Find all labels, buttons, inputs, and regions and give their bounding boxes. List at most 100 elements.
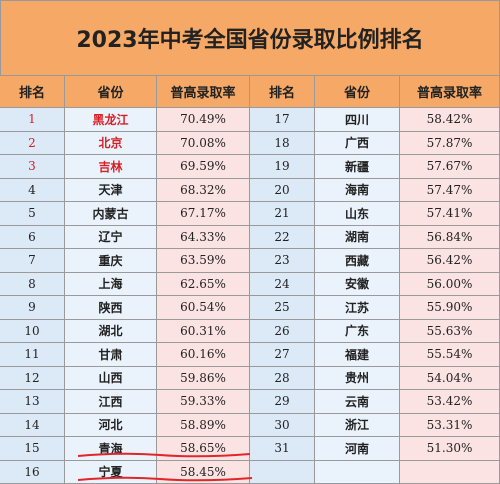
empty-cell: [400, 460, 500, 484]
rank: 13: [0, 390, 65, 414]
title: 2023年中考全国省份录取比例排名: [0, 0, 500, 76]
admission-rate: 60.16%: [157, 343, 250, 367]
rank: 16: [0, 460, 65, 484]
rank: 6: [0, 225, 65, 249]
admission-rate: 60.31%: [157, 319, 250, 343]
admission-rate: 59.86%: [157, 366, 250, 390]
admission-rate: 55.54%: [400, 343, 500, 367]
province: 江西: [65, 390, 157, 414]
admission-rate: 68.32%: [157, 178, 250, 202]
admission-rate: 54.04%: [400, 366, 500, 390]
admission-rate: 70.08%: [157, 131, 250, 155]
province: 江苏: [315, 296, 400, 320]
admission-rate: 60.54%: [157, 296, 250, 320]
province: 河南: [315, 437, 400, 461]
province: 天津: [65, 178, 157, 202]
admission-rate: 58.89%: [157, 413, 250, 437]
admission-rate: 56.00%: [400, 272, 500, 296]
admission-rate: 56.84%: [400, 225, 500, 249]
empty-cell: [315, 460, 400, 484]
rank: 9: [0, 296, 65, 320]
rank: 21: [250, 202, 315, 226]
province: 内蒙古: [65, 202, 157, 226]
province: 海南: [315, 178, 400, 202]
admission-rate: 56.42%: [400, 249, 500, 273]
province: 云南: [315, 390, 400, 414]
admission-rate: 51.30%: [400, 437, 500, 461]
rank: 18: [250, 131, 315, 155]
admission-rate: 57.41%: [400, 202, 500, 226]
admission-rate: 58.42%: [400, 108, 500, 132]
admission-rate: 62.65%: [157, 272, 250, 296]
province: 陕西: [65, 296, 157, 320]
column-header: 排名: [0, 76, 65, 108]
rank: 26: [250, 319, 315, 343]
province: 辽宁: [65, 225, 157, 249]
rank: 11: [0, 343, 65, 367]
province: 广东: [315, 319, 400, 343]
rank: 5: [0, 202, 65, 226]
rank: 22: [250, 225, 315, 249]
admission-rate: 57.47%: [400, 178, 500, 202]
province: 浙江: [315, 413, 400, 437]
province: 吉林: [65, 155, 157, 179]
province: 广西: [315, 131, 400, 155]
rank: 14: [0, 413, 65, 437]
province: 甘肃: [65, 343, 157, 367]
admission-rate: 59.33%: [157, 390, 250, 414]
province: 四川: [315, 108, 400, 132]
province: 新疆: [315, 155, 400, 179]
rank: 29: [250, 390, 315, 414]
rank: 8: [0, 272, 65, 296]
province: 湖南: [315, 225, 400, 249]
rank: 30: [250, 413, 315, 437]
province: 安徽: [315, 272, 400, 296]
rank: 20: [250, 178, 315, 202]
admission-rate: 69.59%: [157, 155, 250, 179]
rank: 24: [250, 272, 315, 296]
province: 湖北: [65, 319, 157, 343]
column-header: 普高录取率: [157, 76, 250, 108]
rank: 2: [0, 131, 65, 155]
province: 贵州: [315, 366, 400, 390]
column-header: 普高录取率: [400, 76, 500, 108]
admission-rate: 70.49%: [157, 108, 250, 132]
rank: 23: [250, 249, 315, 273]
rank: 4: [0, 178, 65, 202]
rank: 28: [250, 366, 315, 390]
rank: 12: [0, 366, 65, 390]
admission-rate: 57.67%: [400, 155, 500, 179]
admission-rate: 55.90%: [400, 296, 500, 320]
province: 山东: [315, 202, 400, 226]
province: 宁夏: [65, 460, 157, 484]
admission-rate: 64.33%: [157, 225, 250, 249]
column-header: 省份: [65, 76, 157, 108]
rank: 27: [250, 343, 315, 367]
province: 上海: [65, 272, 157, 296]
admission-rate: 53.31%: [400, 413, 500, 437]
admission-rate: 57.87%: [400, 131, 500, 155]
rank: 15: [0, 437, 65, 461]
rank: 17: [250, 108, 315, 132]
column-header: 排名: [250, 76, 315, 108]
admission-rate: 67.17%: [157, 202, 250, 226]
rank: 31: [250, 437, 315, 461]
admission-rate: 58.45%: [157, 460, 250, 484]
province: 青海: [65, 437, 157, 461]
rank: 3: [0, 155, 65, 179]
column-header: 省份: [315, 76, 400, 108]
province: 福建: [315, 343, 400, 367]
rank: 7: [0, 249, 65, 273]
province: 西藏: [315, 249, 400, 273]
province: 河北: [65, 413, 157, 437]
province: 重庆: [65, 249, 157, 273]
empty-cell: [250, 460, 315, 484]
admission-rate: 53.42%: [400, 390, 500, 414]
admission-rate: 55.63%: [400, 319, 500, 343]
rank: 19: [250, 155, 315, 179]
province: 黑龙江: [65, 108, 157, 132]
admission-rate: 63.59%: [157, 249, 250, 273]
admission-rate: 58.65%: [157, 437, 250, 461]
rank: 25: [250, 296, 315, 320]
